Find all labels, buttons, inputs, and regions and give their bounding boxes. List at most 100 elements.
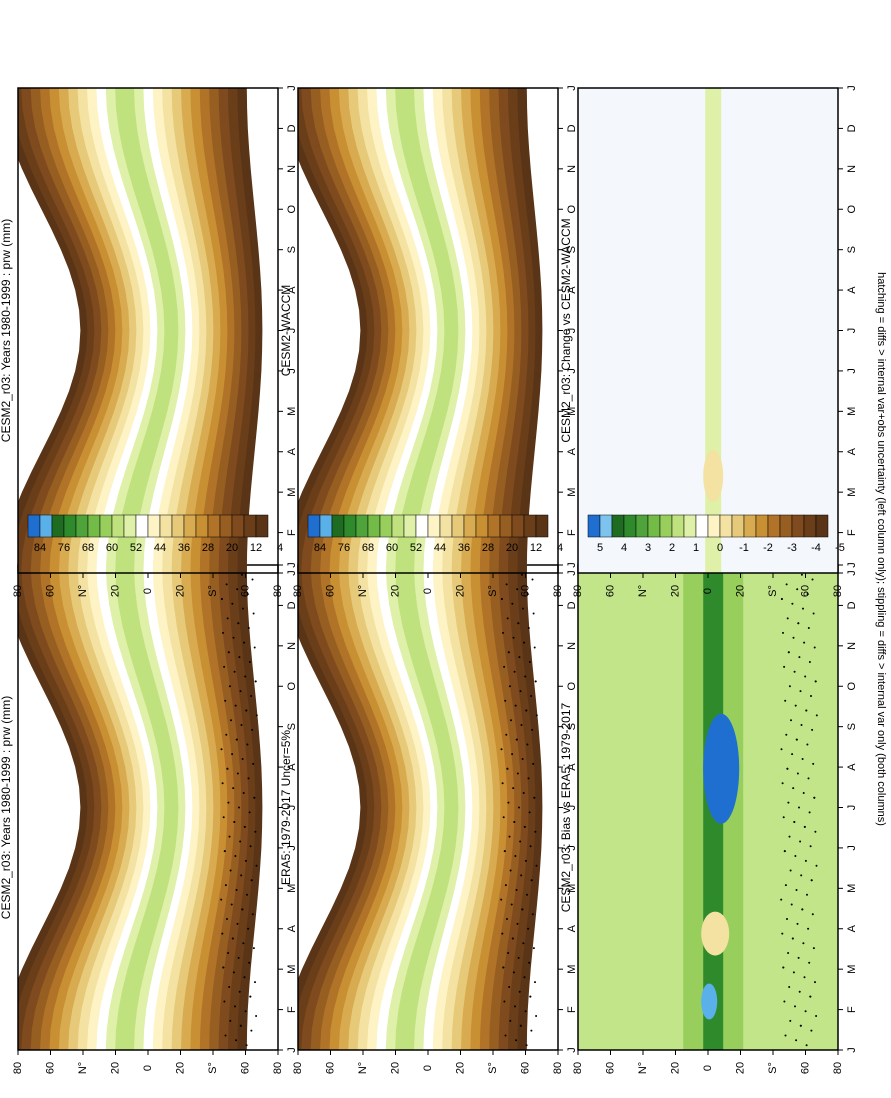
stipple-dot <box>803 825 806 828</box>
stipple-dot <box>788 835 791 838</box>
stipple-dot <box>239 1024 242 1027</box>
colorbar-swatch <box>27 514 41 538</box>
colorbar-swatch <box>767 514 781 538</box>
colorbar-swatch <box>671 514 685 538</box>
figure-footnote: hatching = diffs > internal var+obs unce… <box>875 272 887 826</box>
month-tick-label: A <box>566 286 578 294</box>
stipple-dot <box>796 922 799 925</box>
stipple-dot <box>534 830 537 833</box>
stipple-dot <box>508 986 511 988</box>
stipple-dot <box>811 913 814 916</box>
stipple-dot <box>520 573 523 576</box>
stipple-dot <box>515 889 518 891</box>
month-tick-label: M <box>566 488 578 497</box>
colorbar-swatch <box>87 514 101 538</box>
month-tick-label: M <box>566 407 578 416</box>
stipple-dot <box>503 1000 506 1003</box>
stipple-dot <box>785 733 788 736</box>
month-tick-label: D <box>846 124 858 132</box>
stipple-dot <box>804 675 807 678</box>
stipple-dot <box>803 976 806 979</box>
month-tick-label: O <box>286 682 298 691</box>
lat-tick-label: 80 <box>12 585 24 597</box>
colorbar-swatch <box>343 514 357 538</box>
colorbar-swatch <box>511 514 525 538</box>
stipple-dot <box>503 850 506 853</box>
stipple-dot <box>800 874 803 877</box>
month-tick-label: A <box>286 763 298 771</box>
month-tick-label: S <box>846 723 858 730</box>
colorbar-swatch <box>403 514 417 538</box>
stipple-dot <box>221 932 224 935</box>
month-tick-label: J <box>286 845 298 851</box>
lat-tick-label: N° <box>357 585 369 597</box>
stipple-dot <box>500 598 503 600</box>
month-tick-label: J <box>846 368 858 374</box>
colorbar-label: 4 <box>557 542 563 554</box>
stipple-dot <box>795 889 798 891</box>
panel-title: CESM2_r03: Years 1980-1999 : prw (mm) <box>0 696 13 919</box>
stipple-dot <box>787 952 790 954</box>
stipple-dot <box>797 622 800 625</box>
stipple-dot <box>531 913 534 916</box>
stipple-dot <box>789 1019 792 1022</box>
stipple-dot <box>237 956 240 959</box>
month-tick-label: J <box>286 562 298 568</box>
stipple-dot <box>222 816 225 819</box>
colorbar-swatch <box>391 514 405 538</box>
stipple-dot <box>241 758 244 760</box>
stipple-dot <box>800 573 803 576</box>
month-tick-label: J <box>286 368 298 374</box>
stipple-dot <box>245 1044 248 1047</box>
stipple-dot <box>535 714 538 717</box>
lat-tick-label: 20 <box>669 1062 681 1074</box>
contour-band <box>701 911 730 956</box>
stipple-dot <box>515 738 518 741</box>
stipple-dot <box>806 743 809 746</box>
colorbar-swatch <box>147 514 161 538</box>
stipple-dot <box>502 631 504 634</box>
colorbar-swatch <box>791 514 805 538</box>
contour-band <box>96 88 193 573</box>
stipple-dot <box>802 607 804 610</box>
stipple-dot <box>533 796 536 799</box>
colorbar-label: 52 <box>410 542 422 554</box>
field <box>578 88 838 573</box>
stipple-dot <box>224 884 227 887</box>
month-tick-label: M <box>286 884 298 893</box>
stipple-dot <box>510 903 513 906</box>
colorbar-label: 44 <box>434 542 446 554</box>
stipple-dot <box>520 874 523 877</box>
stipple-dot <box>227 651 230 654</box>
stipple-dot <box>528 661 531 663</box>
month-tick-label: O <box>846 205 858 214</box>
stipple-dot <box>519 1024 522 1027</box>
month-tick-label: M <box>846 407 858 416</box>
lat-tick-label: S° <box>487 585 499 597</box>
stipple-dot <box>235 889 238 891</box>
stipple-dot <box>239 840 242 843</box>
stipple-dot <box>252 612 255 615</box>
stipple-dot <box>780 598 783 600</box>
stipple-dot <box>784 1034 787 1037</box>
stipple-dot <box>783 1000 786 1003</box>
month-tick-label: J <box>566 328 578 334</box>
stipple-dot <box>795 738 798 741</box>
colorbar-swatch <box>159 514 173 538</box>
colorbar-label: 60 <box>386 542 398 554</box>
stipple-dot <box>520 724 523 726</box>
lat-tick-label: 80 <box>272 585 284 597</box>
stipple-dot <box>521 908 524 911</box>
stipple-dot <box>250 695 252 697</box>
stipple-dot <box>220 598 223 600</box>
colorbar-swatch <box>611 514 625 538</box>
stipple-dot <box>812 762 815 765</box>
colorbar-label: 68 <box>362 542 374 554</box>
stipple-dot <box>234 1005 236 1008</box>
stipple-dot <box>247 627 250 629</box>
lat-tick-label: 80 <box>572 1062 584 1074</box>
colorbar-label: 3 <box>645 542 651 554</box>
month-tick-label: A <box>846 286 858 294</box>
